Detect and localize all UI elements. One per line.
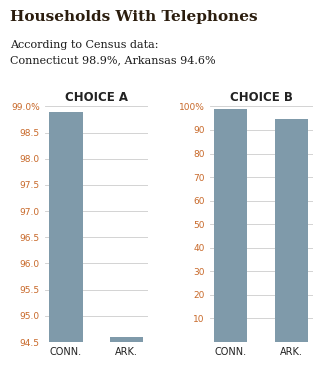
Title: CHOICE B: CHOICE B bbox=[230, 91, 293, 104]
Title: CHOICE A: CHOICE A bbox=[65, 91, 128, 104]
Bar bbox=[275, 119, 308, 342]
Bar bbox=[49, 112, 83, 380]
Bar bbox=[110, 337, 143, 380]
Text: According to Census data:: According to Census data: bbox=[10, 40, 158, 50]
Text: Households With Telephones: Households With Telephones bbox=[10, 10, 257, 24]
Text: Connecticut 98.9%, Arkansas 94.6%: Connecticut 98.9%, Arkansas 94.6% bbox=[10, 55, 215, 65]
Bar bbox=[214, 109, 248, 342]
